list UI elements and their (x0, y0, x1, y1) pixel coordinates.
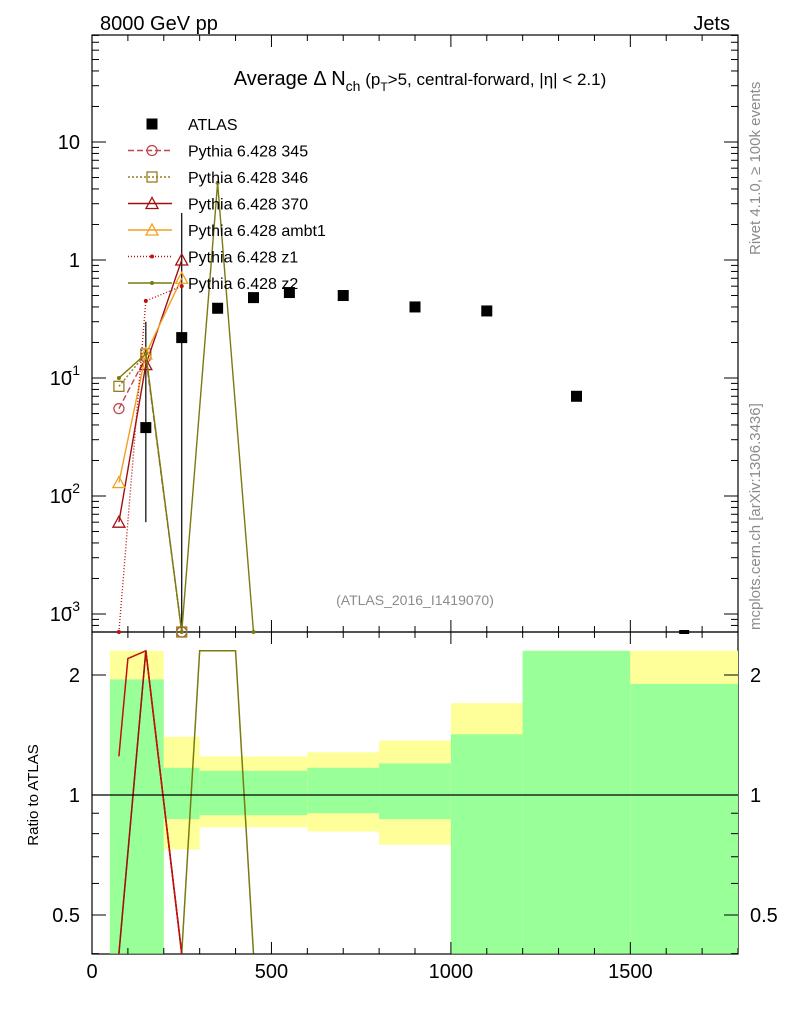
ratio-band-green (522, 650, 631, 954)
legend-entry: Pythia 6.428 370 (128, 196, 308, 214)
marker-square (409, 301, 421, 313)
marker-open-triangle (111, 475, 127, 489)
legend-label: Pythia 6.428 z1 (188, 250, 298, 267)
plot-title: Average Δ Nch (pT>5, central-forward, |η… (234, 68, 607, 94)
ratio-band-green (379, 763, 451, 820)
marker-dot (179, 630, 184, 634)
legend-entry: Pythia 6.428 346 (128, 170, 308, 187)
marker-square (248, 292, 259, 304)
marker-square (212, 302, 224, 314)
ratio-band-green (630, 683, 738, 954)
legend-label: Pythia 6.428 370 (188, 197, 308, 214)
y-tick-label: 10 (58, 132, 80, 154)
marker-open-triangle (138, 357, 153, 371)
marker-open-triangle (174, 270, 189, 284)
y-tick-exponent: -1 (68, 362, 81, 378)
marker-dot (143, 298, 148, 303)
series-3 (111, 252, 189, 528)
marker-dot (150, 254, 154, 259)
marker-open-triangle (144, 222, 160, 236)
marker-open-triangle (144, 196, 160, 210)
x-tick-label: 1000 (429, 961, 474, 983)
marker-square (481, 305, 493, 317)
legend-entry: Pythia 6.428 345 (128, 144, 308, 161)
series-0 (140, 213, 690, 634)
marker-open-square (146, 171, 158, 183)
legend-label: ATLAS (188, 117, 238, 134)
legend-label: Pythia 6.428 ambt1 (188, 223, 326, 240)
marker-dot (116, 630, 121, 634)
series-line (118, 354, 183, 633)
ratio-curves (118, 649, 255, 954)
marker-square (146, 118, 158, 130)
header-left: 8000 GeV pp (100, 13, 218, 35)
marker-square (140, 422, 152, 434)
marker-dot (143, 351, 148, 356)
y-tick-exponent: -3 (68, 598, 81, 614)
marker-square (337, 290, 349, 302)
series-line (118, 259, 183, 523)
rivet-label: Rivet 4.1.0, ≥ 100k events (747, 82, 764, 255)
marker-open-square (113, 380, 125, 392)
series-line (118, 277, 183, 483)
ratio-band-green (199, 770, 308, 816)
marker-dot (116, 376, 121, 380)
series-5 (116, 284, 184, 634)
legend-entry: Pythia 6.428 z1 (128, 250, 298, 267)
marker-dot (179, 284, 184, 289)
marker-open-circle (146, 144, 158, 157)
ratio-uncertainty-bands (109, 650, 738, 954)
data-series (111, 180, 690, 638)
legend-label: Pythia 6.428 345 (188, 144, 308, 161)
ratio-curve (118, 649, 183, 954)
y-tick-label: 10 (50, 368, 72, 390)
series-6 (116, 180, 256, 634)
ratio-y-tick-label-right: 2 (750, 665, 761, 687)
x-tick-label: 0 (86, 961, 97, 983)
ratio-y-tick-label-right: 0.5 (750, 905, 778, 927)
legend-entry: Pythia 6.428 ambt1 (128, 222, 326, 240)
header-right: Jets (693, 13, 730, 35)
marker-square (176, 332, 188, 344)
marker-dot (251, 630, 256, 634)
x-tick-label: 500 (255, 961, 288, 983)
legend: ATLAS Pythia 6.428 345 Pythia 6.428 346 Pyt… (128, 117, 326, 293)
y-tick-label: 10 (50, 604, 72, 626)
ratio-y-tick-label-right: 1 (750, 785, 761, 807)
legend-label: Pythia 6.428 346 (188, 170, 308, 187)
series-line (118, 352, 183, 633)
y-tick-label: 10 (50, 486, 72, 508)
ratio-y-tick-label: 1 (69, 785, 80, 807)
marker-dot (215, 180, 220, 185)
legend-label: Pythia 6.428 z2 (188, 276, 298, 293)
marker-square (679, 630, 690, 634)
marker-square (283, 287, 295, 299)
marker-open-triangle (111, 514, 127, 528)
marker-dot (150, 281, 154, 285)
ratio-band-green (307, 767, 380, 814)
ratio-band-green (163, 767, 200, 820)
y-tick-exponent: -2 (68, 480, 81, 496)
legend-entry: Pythia 6.428 z2 (128, 276, 298, 293)
marker-open-circle (113, 402, 125, 415)
y-tick-label: 1 (69, 250, 80, 272)
ratio-band-green (109, 679, 164, 954)
marker-open-triangle (174, 252, 189, 266)
series-line (118, 285, 182, 633)
ratio-y-tick-label: 0.5 (52, 905, 80, 927)
legend-entry: ATLAS (146, 117, 238, 134)
analysis-watermark: (ATLAS_2016_I1419070) (336, 592, 494, 608)
ratio-band-green (450, 734, 523, 954)
series-1 (113, 351, 188, 638)
mcplots-label: mcplots.cern.ch [arXiv:1306.3436] (747, 403, 764, 630)
x-tick-label: 1500 (608, 961, 653, 983)
marker-square (571, 390, 582, 402)
ratio-y-tick-label: 2 (69, 665, 80, 687)
ratio-y-label: Ratio to ATLAS (25, 744, 42, 845)
